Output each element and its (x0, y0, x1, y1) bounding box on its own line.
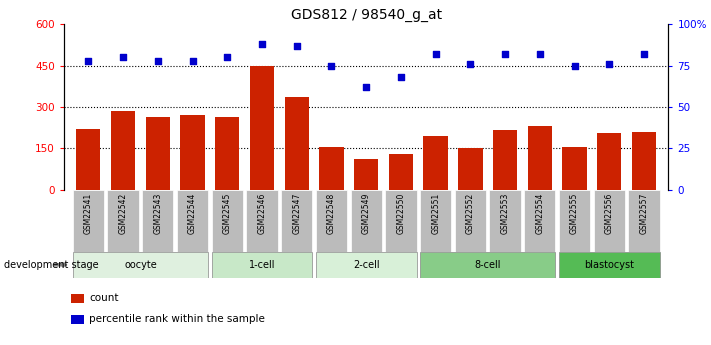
Text: GSM22554: GSM22554 (535, 193, 545, 234)
FancyBboxPatch shape (316, 190, 347, 252)
FancyBboxPatch shape (107, 190, 139, 252)
FancyBboxPatch shape (385, 190, 417, 252)
FancyBboxPatch shape (177, 190, 208, 252)
Bar (424, 136, 448, 190)
FancyBboxPatch shape (73, 252, 208, 278)
FancyBboxPatch shape (142, 190, 173, 252)
FancyBboxPatch shape (559, 190, 590, 252)
Text: 8-cell: 8-cell (474, 260, 501, 270)
Bar (493, 130, 517, 190)
Bar (76, 129, 100, 190)
Point (82, 58, 94, 63)
Bar (215, 117, 240, 190)
Text: GSM22548: GSM22548 (327, 193, 336, 234)
FancyBboxPatch shape (73, 190, 104, 252)
Bar (562, 147, 587, 190)
FancyBboxPatch shape (455, 190, 486, 252)
FancyBboxPatch shape (246, 190, 277, 252)
Bar (181, 115, 205, 190)
FancyBboxPatch shape (212, 252, 312, 278)
FancyBboxPatch shape (594, 190, 625, 252)
Text: GSM22546: GSM22546 (257, 193, 267, 234)
Point (256, 41, 267, 47)
Bar (597, 133, 621, 190)
Point (117, 55, 129, 60)
Point (395, 75, 407, 80)
Text: GSM22556: GSM22556 (605, 193, 614, 234)
Point (604, 61, 615, 67)
Text: GSM22552: GSM22552 (466, 193, 475, 234)
Text: 2-cell: 2-cell (353, 260, 380, 270)
Point (569, 63, 580, 68)
Point (430, 51, 442, 57)
Text: development stage: development stage (4, 260, 98, 270)
FancyBboxPatch shape (420, 190, 451, 252)
Text: 1-cell: 1-cell (249, 260, 275, 270)
Text: count: count (89, 294, 118, 303)
Bar (111, 111, 135, 190)
Bar (250, 66, 274, 190)
Point (222, 55, 233, 60)
Text: GSM22545: GSM22545 (223, 193, 232, 234)
Bar (458, 148, 483, 190)
Text: GSM22557: GSM22557 (639, 193, 648, 234)
Point (360, 84, 372, 90)
Text: GSM22551: GSM22551 (431, 193, 440, 234)
Point (465, 61, 476, 67)
Bar (354, 159, 378, 190)
FancyBboxPatch shape (559, 252, 660, 278)
Text: GSM22553: GSM22553 (501, 193, 510, 234)
Bar (146, 117, 170, 190)
Point (534, 51, 545, 57)
Point (326, 63, 337, 68)
Text: blastocyst: blastocyst (584, 260, 634, 270)
Title: GDS812 / 98540_g_at: GDS812 / 98540_g_at (291, 8, 442, 22)
Point (152, 58, 164, 63)
Text: GSM22544: GSM22544 (188, 193, 197, 234)
Point (638, 51, 650, 57)
FancyBboxPatch shape (316, 252, 417, 278)
Bar (389, 154, 413, 190)
Bar (632, 132, 656, 190)
Text: GSM22541: GSM22541 (84, 193, 93, 234)
FancyBboxPatch shape (420, 252, 555, 278)
FancyBboxPatch shape (489, 190, 520, 252)
Point (187, 58, 198, 63)
Text: percentile rank within the sample: percentile rank within the sample (89, 314, 264, 324)
Bar (284, 97, 309, 190)
Text: oocyte: oocyte (124, 260, 157, 270)
FancyBboxPatch shape (351, 190, 382, 252)
FancyBboxPatch shape (212, 190, 243, 252)
Text: GSM22542: GSM22542 (119, 193, 127, 234)
Point (291, 43, 302, 48)
Text: GSM22550: GSM22550 (397, 193, 405, 234)
Text: GSM22543: GSM22543 (154, 193, 162, 234)
FancyBboxPatch shape (281, 190, 312, 252)
Point (499, 51, 510, 57)
Text: GSM22549: GSM22549 (362, 193, 370, 234)
Text: GSM22547: GSM22547 (292, 193, 301, 234)
Text: GSM22555: GSM22555 (570, 193, 579, 234)
Bar (319, 147, 343, 190)
FancyBboxPatch shape (524, 190, 555, 252)
Bar (528, 126, 552, 190)
FancyBboxPatch shape (629, 190, 660, 252)
